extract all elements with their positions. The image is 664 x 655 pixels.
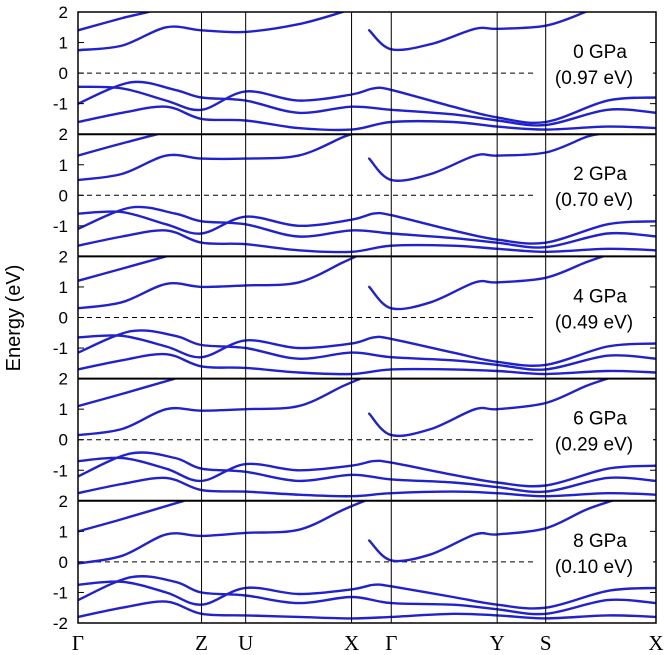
- y-tick-label: 1: [59, 400, 68, 419]
- band-line-2: [78, 229, 656, 254]
- band-line-1: [78, 451, 656, 494]
- annotation-bg: [535, 188, 653, 213]
- y-tick-label: 2: [59, 3, 68, 22]
- band-line-3: [78, 134, 353, 182]
- high-symmetry-lines: [201, 12, 547, 623]
- y-tick-label: -1: [53, 339, 68, 358]
- y-tick-label: -1: [53, 461, 68, 480]
- band-line-3: [78, 256, 358, 310]
- band-line-1: [78, 575, 656, 616]
- y-tick-label: 2: [59, 247, 68, 266]
- band-line-4: [368, 500, 614, 563]
- annotation-bg: [535, 66, 653, 90]
- panel-2: -1 0 1 2 4 GPa (0.49 eV): [53, 247, 656, 380]
- y-tick-label: 1: [59, 156, 68, 175]
- y-tick-label: -1: [53, 95, 68, 114]
- band-line-0: [78, 456, 656, 488]
- annotation-bg: [550, 529, 650, 552]
- band-line-5: [78, 134, 159, 157]
- k-point-label: Γ: [72, 631, 84, 655]
- gap-label: (0.49 eV): [555, 312, 633, 333]
- plot-border: [77, 11, 657, 624]
- pressure-label: 2 GPa: [573, 164, 627, 185]
- y-axis-label: Energy (eV): [3, 265, 25, 372]
- band-line-4: [368, 378, 609, 438]
- band-line-1: [78, 205, 656, 249]
- y-tick-label: 2: [59, 125, 68, 144]
- pressure-label: 0 GPa: [573, 42, 627, 63]
- panel-3: -1 0 1 2 6 GPa (0.29 eV): [53, 370, 656, 502]
- band-line-3: [78, 12, 344, 52]
- k-point-label: S: [540, 631, 552, 655]
- panel-4: -2 -1 0 1 2 8 GPa (0.10 eV): [53, 492, 656, 633]
- k-point-label: U: [238, 631, 253, 655]
- y-tick-label: 0: [59, 309, 68, 328]
- band-line-2: [78, 105, 656, 132]
- annotation-bg: [535, 432, 653, 457]
- annotation-bg: [535, 310, 653, 335]
- k-point-label: X: [344, 631, 359, 655]
- pressure-label: 6 GPa: [573, 409, 627, 430]
- y-tick-label: 0: [59, 431, 68, 450]
- band-line-0: [78, 334, 656, 367]
- band-line-4: [368, 256, 605, 311]
- panel-0: -1 0 1 2 0 GPa (0.97 eV): [53, 3, 656, 135]
- y-tick-label: 0: [59, 553, 68, 572]
- annotation-bg: [550, 41, 650, 63]
- pressure-label: 4 GPa: [573, 286, 627, 307]
- y-tick-label: 0: [59, 186, 68, 205]
- y-tick-label: -2: [53, 614, 68, 633]
- pressure-label: 8 GPa: [573, 531, 627, 552]
- band-line-0: [78, 85, 656, 125]
- y-tick-label: 2: [59, 370, 68, 389]
- annotation-bg: [550, 407, 650, 430]
- plot-frame: [77, 11, 657, 624]
- k-point-label: Γ: [385, 631, 397, 655]
- y-tick-label: 1: [59, 34, 68, 53]
- y-tick-label: 2: [59, 492, 68, 511]
- band-line-3: [78, 378, 362, 437]
- k-point-label: X: [648, 631, 663, 655]
- panel-1: -1 0 1 2 2 GPa (0.70 eV): [53, 125, 656, 257]
- annotation-bg: [535, 554, 653, 579]
- annotation-bg: [550, 285, 650, 308]
- band-line-4: [368, 134, 600, 182]
- gap-label: (0.70 eV): [555, 190, 633, 211]
- band-line-3: [78, 500, 366, 565]
- gap-label: (0.29 eV): [555, 435, 633, 456]
- band-line-5: [78, 378, 177, 408]
- band-line-0: [78, 580, 656, 610]
- y-tick-label: -1: [53, 583, 68, 602]
- band-line-1: [78, 329, 656, 371]
- band-line-5: [78, 500, 186, 533]
- y-tick-label: 1: [59, 278, 68, 297]
- y-tick-label: -1: [53, 217, 68, 236]
- y-tick-label: 0: [59, 64, 68, 83]
- gap-label: (0.97 eV): [555, 68, 633, 89]
- k-point-label: Z: [195, 631, 208, 655]
- band-line-0: [78, 210, 656, 245]
- k-point-label: Y: [490, 631, 505, 655]
- band-line-5: [78, 12, 150, 32]
- y-tick-label: 1: [59, 522, 68, 541]
- gap-label: (0.10 eV): [555, 557, 633, 578]
- band-line-5: [78, 256, 168, 282]
- annotation-bg: [550, 163, 650, 186]
